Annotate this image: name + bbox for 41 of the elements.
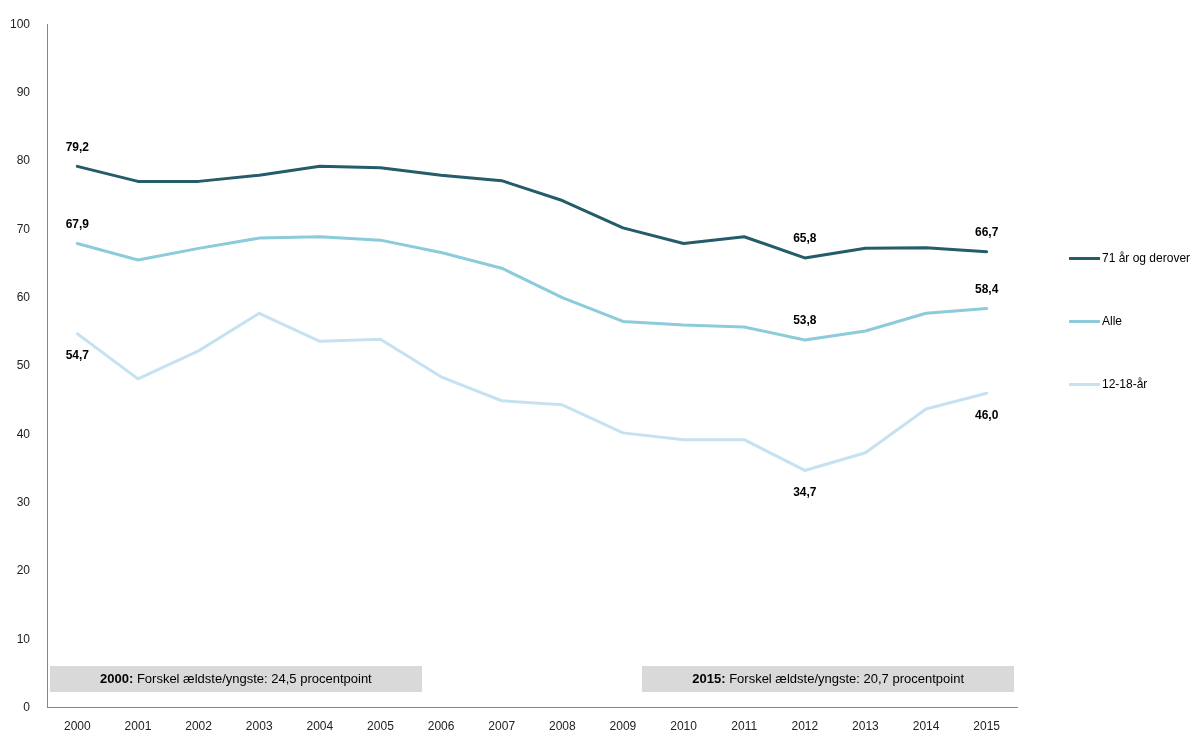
x-tick-label: 2014 [912,719,940,734]
data-label: 65,8 [793,231,817,246]
annotation: 2015: Forskel ældste/yngste: 20,7 procentpoint [692,671,964,687]
y-tick-label: 20 [16,563,31,578]
x-tick-label: 2006 [427,719,455,734]
y-tick-label: 70 [16,221,31,236]
y-tick-label: 10 [16,631,31,646]
data-label: 67,9 [65,216,90,231]
x-tick-label: 2001 [124,719,152,734]
data-label: 66,7 [975,225,999,240]
x-tick-label: 2007 [488,719,516,734]
annotation: 2000: Forskel ældste/yngste: 24,5 procentpoint [100,671,372,687]
y-tick-label: 80 [16,153,31,168]
x-tick-label: 2000 [63,719,91,734]
x-tick-label: 2015 [973,719,1001,734]
y-tick-label: 50 [16,358,31,373]
x-tick-label: 2012 [791,719,819,734]
x-tick-label: 2010 [670,719,698,734]
data-label: 53,8 [793,313,817,328]
y-tick-label: 30 [16,494,31,509]
x-tick-label: 2003 [245,719,273,734]
x-tick-label: 2008 [548,719,576,734]
legend-label: 71 år og derover [1102,250,1191,265]
data-label: 34,7 [793,484,817,499]
y-tick-label: 90 [16,84,31,99]
y-tick-label: 60 [16,289,31,304]
legend-label: 12-18-år [1102,376,1148,391]
data-label: 54,7 [65,348,90,363]
y-tick-label: 100 [9,16,31,31]
x-tick-label: 2005 [367,719,395,734]
data-label: 79,2 [65,139,90,154]
x-tick-label: 2004 [306,719,334,734]
x-tick-label: 2009 [609,719,637,734]
data-label: 46,0 [975,407,999,422]
legend-label: Alle [1102,313,1123,328]
data-label: 58,4 [975,281,999,296]
x-tick-label: 2013 [852,719,880,734]
x-tick-label: 2002 [185,719,213,734]
x-tick-label: 2011 [731,719,758,734]
y-tick-label: 40 [16,426,31,441]
y-tick-label: 0 [23,699,31,714]
